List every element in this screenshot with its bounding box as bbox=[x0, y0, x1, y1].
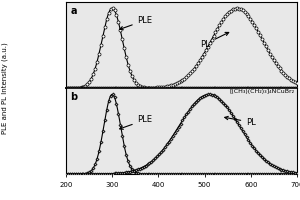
Text: b: b bbox=[70, 92, 78, 102]
Text: PLE: PLE bbox=[120, 16, 153, 30]
Text: [(CH₃)(CH₂)₃]₄NCuBr₂: [(CH₃)(CH₂)₃]₄NCuBr₂ bbox=[230, 89, 295, 94]
Text: PLE: PLE bbox=[120, 115, 153, 129]
Text: a: a bbox=[70, 6, 77, 16]
Text: PL: PL bbox=[225, 116, 256, 127]
Text: PL: PL bbox=[200, 32, 229, 49]
Text: PLE and PL Intensity (a.u.): PLE and PL Intensity (a.u.) bbox=[2, 42, 8, 134]
